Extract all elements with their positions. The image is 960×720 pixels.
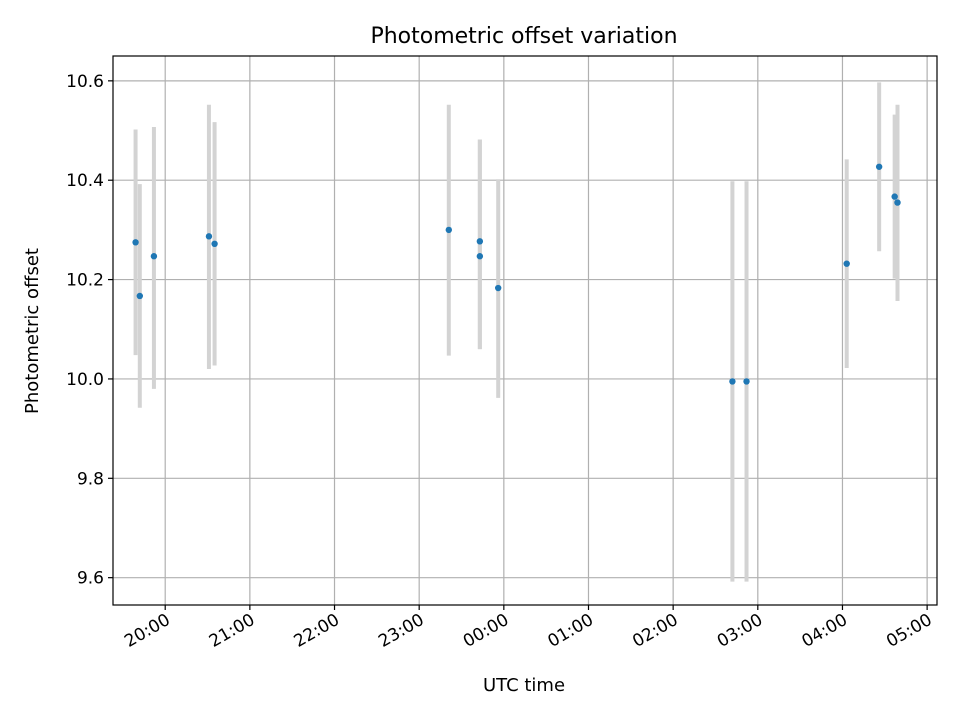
x-tick-label: 05:00 — [883, 610, 935, 652]
plot-frame — [112, 55, 938, 606]
data-point — [132, 239, 139, 246]
data-point — [136, 292, 144, 300]
x-tick-label: 00:00 — [460, 610, 512, 652]
x-tick-label: 04:00 — [799, 610, 851, 652]
x-tick-label: 03:00 — [714, 610, 766, 652]
data-point — [894, 199, 901, 206]
y-tick-label: 9.8 — [77, 469, 104, 489]
y-axis-label: Photometric offset — [22, 248, 43, 414]
y-tick-label: 10.6 — [66, 72, 104, 92]
data-point — [150, 253, 158, 260]
x-tick-label: 21:00 — [206, 610, 258, 652]
data-point — [476, 253, 484, 260]
x-tick-label: 02:00 — [629, 610, 681, 652]
data-point — [743, 378, 750, 385]
data-points — [132, 163, 901, 385]
x-tick-label: 20:00 — [121, 610, 173, 652]
data-point — [891, 193, 898, 200]
data-point — [205, 233, 213, 240]
axis-ticks: 20:00 21:00 22:00 23:00 00:00 01:00 02:00 03:00… — [66, 72, 935, 652]
x-tick-label: 22:00 — [291, 610, 343, 652]
x-tick-label: 23:00 — [375, 610, 427, 652]
data-point — [494, 284, 502, 292]
y-tick-label: 9.6 — [77, 569, 104, 589]
data-point — [211, 240, 218, 248]
data-point — [729, 378, 736, 385]
data-point — [875, 163, 883, 170]
y-tick-label: 10.2 — [66, 271, 104, 291]
data-point — [445, 226, 453, 234]
x-axis-label: UTC time — [483, 675, 565, 696]
y-tick-label: 10.0 — [66, 370, 104, 390]
data-point — [476, 238, 484, 245]
y-tick-label: 10.4 — [66, 171, 104, 191]
grid — [113, 56, 937, 605]
chart-title: Photometric offset variation — [370, 24, 677, 49]
data-point — [843, 260, 850, 267]
x-tick-label: 01:00 — [545, 610, 597, 652]
